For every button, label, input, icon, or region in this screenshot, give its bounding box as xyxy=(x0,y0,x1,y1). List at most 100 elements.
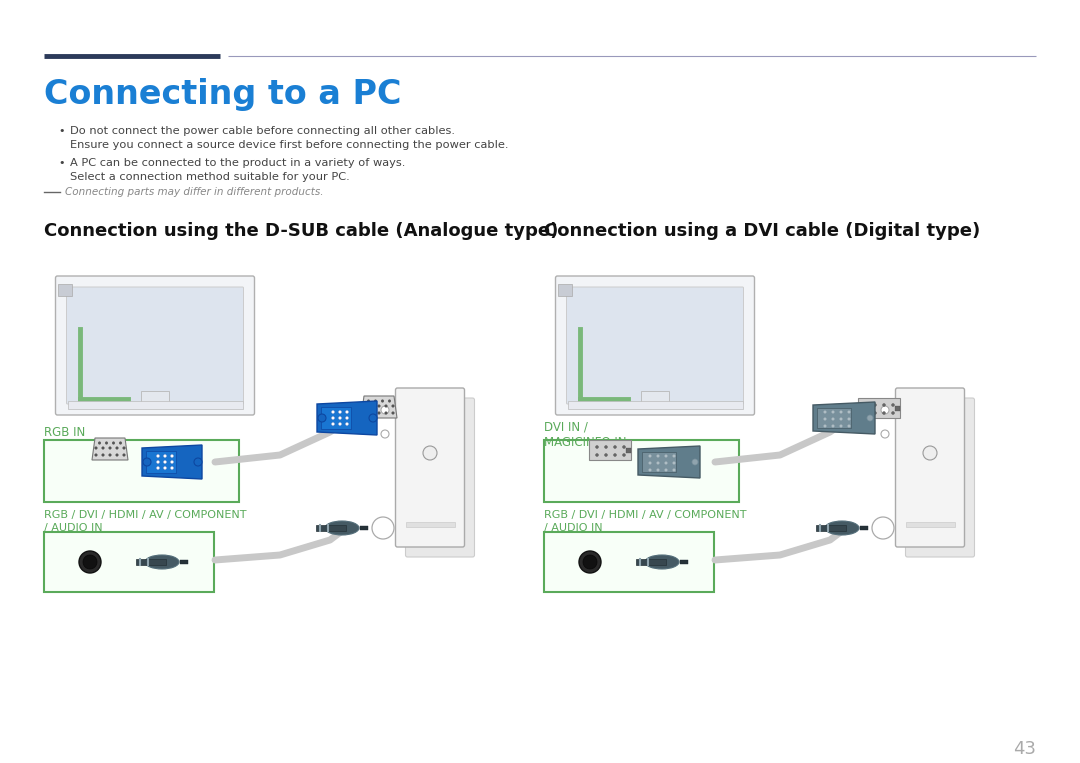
Circle shape xyxy=(605,453,607,456)
Circle shape xyxy=(832,410,835,414)
Polygon shape xyxy=(318,401,377,435)
Ellipse shape xyxy=(145,555,179,569)
Circle shape xyxy=(109,454,111,456)
Bar xyxy=(57,284,71,296)
FancyBboxPatch shape xyxy=(905,398,974,557)
FancyBboxPatch shape xyxy=(395,388,464,547)
Circle shape xyxy=(384,412,388,414)
Bar xyxy=(544,440,739,502)
Circle shape xyxy=(338,423,341,426)
Circle shape xyxy=(95,446,97,449)
Bar xyxy=(321,407,351,429)
Circle shape xyxy=(332,423,335,426)
Circle shape xyxy=(664,462,667,465)
Ellipse shape xyxy=(325,521,359,535)
Text: RGB IN: RGB IN xyxy=(44,426,85,439)
Circle shape xyxy=(157,461,160,463)
Text: Connecting to a PC: Connecting to a PC xyxy=(44,78,402,111)
Circle shape xyxy=(378,412,380,414)
Circle shape xyxy=(370,412,374,414)
Ellipse shape xyxy=(645,555,679,569)
Bar xyxy=(816,525,846,531)
Bar xyxy=(680,560,688,564)
Circle shape xyxy=(423,446,437,460)
Text: Connection using a DVI cable (Digital type): Connection using a DVI cable (Digital ty… xyxy=(544,222,981,240)
FancyBboxPatch shape xyxy=(555,276,755,415)
Circle shape xyxy=(102,454,105,456)
Circle shape xyxy=(882,404,886,407)
Bar xyxy=(589,440,631,460)
Circle shape xyxy=(109,446,111,449)
Circle shape xyxy=(163,461,166,463)
Circle shape xyxy=(346,410,349,414)
Bar xyxy=(136,559,166,565)
Text: Connection using the D-SUB cable (Analogue type): Connection using the D-SUB cable (Analog… xyxy=(44,222,558,240)
Circle shape xyxy=(384,404,388,407)
Polygon shape xyxy=(638,446,700,478)
FancyBboxPatch shape xyxy=(405,398,474,557)
Circle shape xyxy=(648,468,651,472)
Circle shape xyxy=(664,455,667,458)
Circle shape xyxy=(891,404,894,407)
Circle shape xyxy=(364,404,366,407)
Circle shape xyxy=(374,400,377,402)
Circle shape xyxy=(613,453,617,456)
Circle shape xyxy=(874,404,877,407)
Circle shape xyxy=(338,410,341,414)
Text: Ensure you connect a source device first before connecting the power cable.: Ensure you connect a source device first… xyxy=(70,140,509,150)
Circle shape xyxy=(613,446,617,449)
Circle shape xyxy=(673,455,675,458)
Bar xyxy=(141,391,168,407)
Bar xyxy=(44,532,214,592)
Circle shape xyxy=(171,455,174,458)
Circle shape xyxy=(848,410,851,414)
Circle shape xyxy=(364,412,366,414)
Circle shape xyxy=(381,430,389,438)
Bar xyxy=(905,522,955,527)
Circle shape xyxy=(346,423,349,426)
Bar xyxy=(636,559,666,565)
Circle shape xyxy=(392,412,394,414)
Bar xyxy=(44,440,239,502)
Circle shape xyxy=(157,466,160,469)
Circle shape xyxy=(824,424,826,427)
Circle shape xyxy=(381,406,389,414)
Circle shape xyxy=(79,551,102,573)
Text: Connecting parts may differ in different products.: Connecting parts may differ in different… xyxy=(65,187,324,197)
Text: A PC can be connected to the product in a variety of ways.: A PC can be connected to the product in … xyxy=(70,158,405,168)
Text: DVI IN /
MAGICINFO IN: DVI IN / MAGICINFO IN xyxy=(544,420,626,449)
Circle shape xyxy=(664,468,667,472)
Bar xyxy=(642,452,676,472)
Circle shape xyxy=(824,417,826,420)
Circle shape xyxy=(648,462,651,465)
Circle shape xyxy=(595,446,598,449)
FancyBboxPatch shape xyxy=(567,287,743,404)
Circle shape xyxy=(338,417,341,420)
Circle shape xyxy=(622,453,625,456)
Text: •: • xyxy=(58,158,65,168)
Circle shape xyxy=(378,404,380,407)
Circle shape xyxy=(112,442,114,444)
Polygon shape xyxy=(141,445,202,479)
Circle shape xyxy=(171,461,174,463)
Circle shape xyxy=(848,417,851,420)
Circle shape xyxy=(163,466,166,469)
Circle shape xyxy=(673,468,675,472)
Circle shape xyxy=(923,446,937,460)
Circle shape xyxy=(891,411,894,414)
Circle shape xyxy=(116,454,119,456)
Bar xyxy=(895,406,900,411)
Circle shape xyxy=(102,446,105,449)
Circle shape xyxy=(367,400,369,402)
Circle shape xyxy=(332,410,335,414)
Circle shape xyxy=(194,458,202,466)
Circle shape xyxy=(98,442,100,444)
Circle shape xyxy=(657,455,660,458)
Circle shape xyxy=(848,424,851,427)
Circle shape xyxy=(163,455,166,458)
Polygon shape xyxy=(361,396,397,418)
Circle shape xyxy=(157,455,160,458)
Circle shape xyxy=(824,410,826,414)
Circle shape xyxy=(369,414,377,422)
Bar xyxy=(860,526,868,530)
